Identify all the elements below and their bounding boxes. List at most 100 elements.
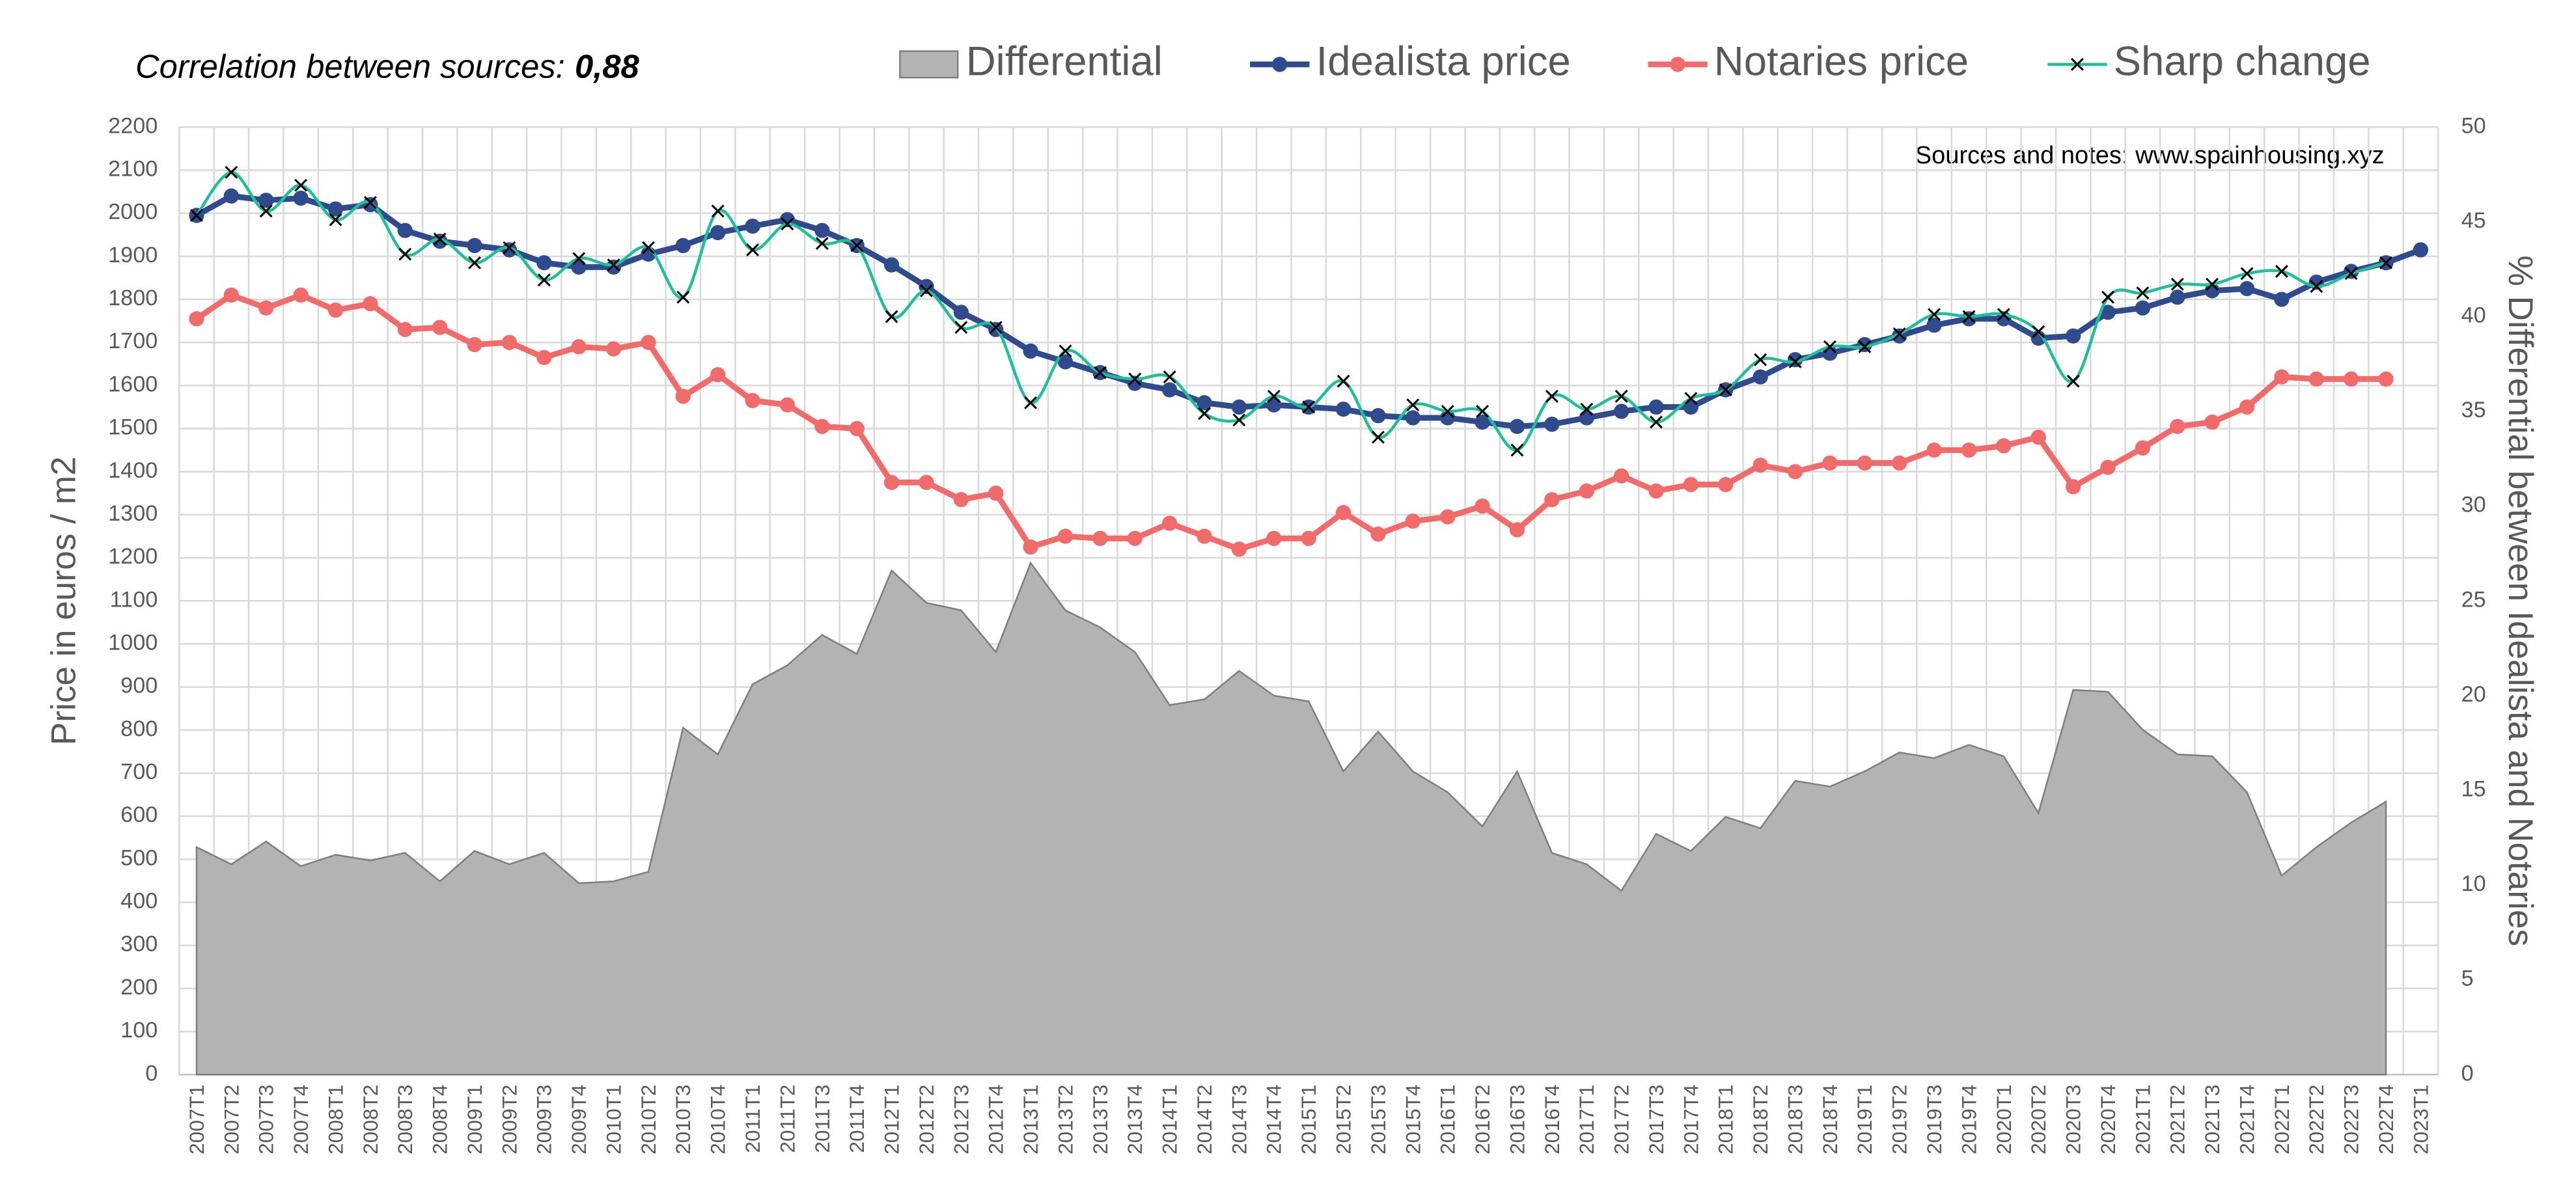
legend-marker [1670,57,1685,72]
marker [1613,403,1629,419]
marker [953,492,969,508]
marker [1406,398,1420,412]
x-tick-label: 2021T1 [2131,1084,2154,1154]
marker [920,284,933,297]
marker [2170,277,2184,291]
marker [883,257,900,273]
marker [1718,476,1734,493]
x-tick-label: 2023T1 [2409,1084,2432,1154]
marker [294,178,308,192]
marker [1510,443,1524,457]
marker [2274,369,2290,385]
marker [293,287,309,303]
marker [2275,265,2288,278]
y-tick-label: 1000 [108,630,158,655]
y-tick-label: 500 [120,845,158,870]
y2-tick-label: 15 [2461,776,2486,801]
marker [467,336,482,353]
marker [258,300,274,316]
x-tick-label: 2022T4 [2374,1084,2398,1154]
x-tick-label: 2013T3 [1088,1084,1112,1154]
x-tick-label: 2016T2 [1471,1084,1494,1154]
x-tick-label: 2016T3 [1505,1084,1529,1154]
x-tick-label: 2009T1 [463,1084,486,1154]
marker [468,256,481,269]
line [195,193,2422,430]
marker [1475,499,1490,514]
marker [1198,407,1212,420]
marker [2344,371,2359,387]
marker [1266,530,1282,546]
marker [501,335,518,350]
marker [1509,418,1525,434]
marker [1579,410,1594,426]
marker [1752,458,1768,473]
x-tick-label: 2022T2 [2305,1084,2328,1154]
x-tick-label: 2017T3 [1644,1084,1668,1154]
y-tick-label: 600 [120,802,158,827]
y2-tick-label: 30 [2461,493,2486,517]
marker [432,234,448,249]
marker [849,420,865,437]
marker [2135,440,2151,456]
x-tick-label: 2014T2 [1193,1084,1216,1154]
marker [572,252,586,266]
marker [2066,374,2080,388]
marker [1648,483,1664,499]
marker [1162,515,1178,531]
y-tick-label: 1100 [110,587,158,612]
y-tick-label: 1200 [108,544,158,569]
marker [397,321,413,338]
x-tick-label: 2007T1 [185,1084,208,1154]
y2-tick-label: 40 [2461,303,2486,328]
marker [1059,344,1072,358]
marker [2136,286,2150,300]
marker [954,321,968,334]
x-tick-label: 2014T4 [1262,1084,1286,1154]
x-tick-label: 2012T2 [915,1084,938,1154]
marker [1962,310,1976,323]
marker [1961,311,1977,327]
marker [1370,526,1386,542]
x-tick-label: 2012T3 [949,1084,973,1154]
correlation-value: 0,88 [575,48,640,85]
legend-marker [2070,57,2084,71]
marker [1197,395,1212,411]
marker [259,204,273,218]
marker [2206,277,2219,291]
marker [850,239,864,253]
marker [1509,522,1525,538]
y-tick-label: 800 [120,717,158,741]
x-tick-label: 2012T4 [984,1084,1008,1154]
correlation: Correlation between sources: 0,88 [135,48,639,85]
x-tick-label: 2019T4 [1957,1084,1980,1154]
y-tick-label: 100 [120,1018,158,1043]
marker [745,218,760,234]
legend-label: Sharp change [2114,39,2371,85]
marker [1683,476,1699,493]
y2-tick-label: 20 [2461,682,2486,707]
marker [363,197,378,213]
y2-tick-label: 25 [2461,587,2486,612]
marker [1928,308,1941,321]
marker [1023,343,1038,359]
x-tick-label: 2013T2 [1053,1084,1077,1154]
marker [2100,459,2116,475]
marker [953,305,969,320]
x-tick-label: 2018T1 [1714,1084,1738,1154]
marker [363,196,377,210]
marker [1926,318,1942,333]
x-tick-label: 2008T3 [393,1084,417,1154]
y2-tick-label: 0 [2461,1061,2474,1086]
x-tick-label: 2021T4 [2235,1084,2258,1154]
y-tick-label: 1800 [108,286,158,310]
x-tick-label: 2019T2 [1888,1084,1911,1154]
y-tick-label: 900 [120,674,158,698]
marker [1231,541,1247,557]
marker [1302,400,1316,414]
marker [1997,308,2010,321]
marker [397,223,413,238]
y-tick-label: 0 [145,1061,158,1086]
marker [1024,396,1038,409]
marker [1440,509,1456,525]
